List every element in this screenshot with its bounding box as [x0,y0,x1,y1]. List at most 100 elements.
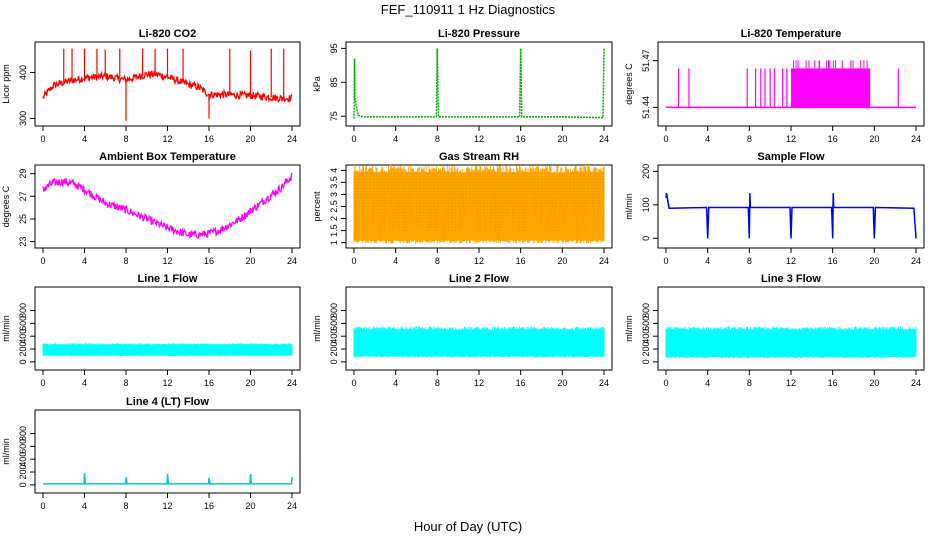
y-tick-label: 1 [329,240,339,245]
panel-9: Line 4 (LT) Flow ml/min 0 4 8 12 16 20 24 0 200400… [1,396,301,511]
y-tick-label: 600 [329,316,339,331]
panel-ylabel: ml/min [624,315,634,342]
y-tick-label: 2.5 [329,200,339,213]
x-tick-label: 0 [351,378,356,388]
x-tick-label: 4 [705,378,710,388]
y-tick-label: 800 [18,426,28,441]
y-tick-label: 800 [329,303,339,318]
panel-4: Gas Stream RH percent 0 4 8 12 16 20 24 1 1.5 2 2.5 3… [312,151,613,266]
plot-frame [34,164,301,249]
x-tick-label: 0 [351,134,356,144]
y-tick-label: 51.47 [641,49,651,72]
x-tick-label: 24 [287,134,297,144]
y-tick-label: 25 [18,214,28,224]
x-tick-label: 24 [287,256,297,266]
x-tick-label: 24 [911,378,921,388]
panel-2: Li-820 Temperature degrees C 0 4 8 12 16 20 24 51… [624,28,925,144]
x-tick-label: 20 [869,134,879,144]
y-tick-label: 200 [641,342,651,357]
x-tick-label: 16 [828,134,838,144]
x-tick-label: 4 [393,378,398,388]
y-tick-label: 85 [329,77,339,87]
panel-title: Line 4 (LT) Flow [126,396,209,408]
x-tick-label: 16 [828,256,838,266]
panel-6: Line 1 Flow ml/min 0 4 8 12 16 20 24 0 20040060080… [1,273,301,388]
series-texture [42,343,293,356]
panel-title: Li-820 Temperature [741,28,842,40]
panel-title: Sample Flow [757,151,825,163]
x-tick-label: 8 [435,256,440,266]
x-tick-label: 4 [82,134,87,144]
y-tick-label: 400 [329,329,339,344]
x-tick-label: 0 [663,256,668,266]
panel-title: Line 1 Flow [138,273,198,285]
figure-xlabel: Hour of Day (UTC) [414,519,522,534]
x-tick-label: 20 [557,256,567,266]
x-tick-label: 0 [663,134,668,144]
x-tick-label: 12 [162,501,172,511]
x-tick-label: 20 [869,378,879,388]
x-tick-label: 8 [123,378,128,388]
x-tick-label: 4 [82,256,87,266]
x-tick-label: 4 [82,501,87,511]
panel-title: Li-820 CO2 [139,28,196,40]
x-tick-label: 12 [162,134,172,144]
x-tick-label: 16 [204,501,214,511]
y-tick-label: 800 [641,303,651,318]
x-tick-label: 24 [599,134,609,144]
y-tick-label: 0 [641,359,651,364]
y-tick-label: 200 [18,465,28,480]
x-tick-label: 24 [287,501,297,511]
y-tick-label: 2 [329,216,339,221]
series-texture-dots [353,172,605,241]
y-tick-label: 400 [18,452,28,467]
panel-ylabel: ml/min [624,193,634,220]
y-tick-label: 800 [18,303,28,318]
y-tick-label: 100 [641,197,651,212]
x-tick-label: 24 [911,256,921,266]
y-tick-label: 400 [18,329,28,344]
panel-3: Ambient Box Temperature degrees C 0 4 8 12 16 2… [1,151,301,266]
series-texture [665,326,917,359]
x-tick-label: 4 [393,134,398,144]
x-tick-label: 4 [393,256,398,266]
panel-title: Line 2 Flow [449,273,509,285]
y-tick-label: 95 [329,43,339,53]
x-tick-label: 16 [204,256,214,266]
panel-ylabel: ml/min [1,315,11,342]
y-tick-label: 0 [18,359,28,364]
y-tick-label: 0 [329,359,339,364]
panel-5: Sample Flow ml/min 0 4 8 12 16 20 24 0 100 200 [624,151,925,266]
x-tick-label: 20 [245,256,255,266]
x-tick-label: 20 [869,256,879,266]
y-tick-label: 1.5 [329,224,339,237]
x-tick-label: 20 [557,134,567,144]
x-tick-label: 12 [162,378,172,388]
panel-1: Li-820 Pressure kPa 0 4 8 12 16 20 24 75 85 95 [312,28,613,144]
x-tick-label: 12 [474,378,484,388]
panel-7: Line 2 Flow ml/min 0 4 8 12 16 20 24 0 20040060080… [312,273,613,388]
y-tick-label: 0 [18,482,28,487]
y-tick-label: 0 [641,236,651,241]
y-tick-label: 29 [18,169,28,179]
y-tick-label: 3.5 [329,176,339,189]
panel-ylabel: degrees C [624,63,634,105]
y-tick-label: 4 [329,168,339,173]
x-tick-label: 12 [162,256,172,266]
x-tick-label: 8 [123,134,128,144]
x-tick-label: 0 [40,501,45,511]
y-tick-label: 200 [329,342,339,357]
x-tick-label: 24 [287,378,297,388]
y-tick-label: 23 [18,237,28,247]
panel-ylabel: percent [312,191,322,222]
x-tick-label: 12 [474,134,484,144]
panel-title: Ambient Box Temperature [99,151,236,163]
x-tick-label: 24 [911,134,921,144]
x-tick-label: 8 [747,134,752,144]
x-tick-label: 8 [747,378,752,388]
series-line [43,473,293,485]
y-tick-label: 200 [18,342,28,357]
x-tick-label: 0 [40,256,45,266]
